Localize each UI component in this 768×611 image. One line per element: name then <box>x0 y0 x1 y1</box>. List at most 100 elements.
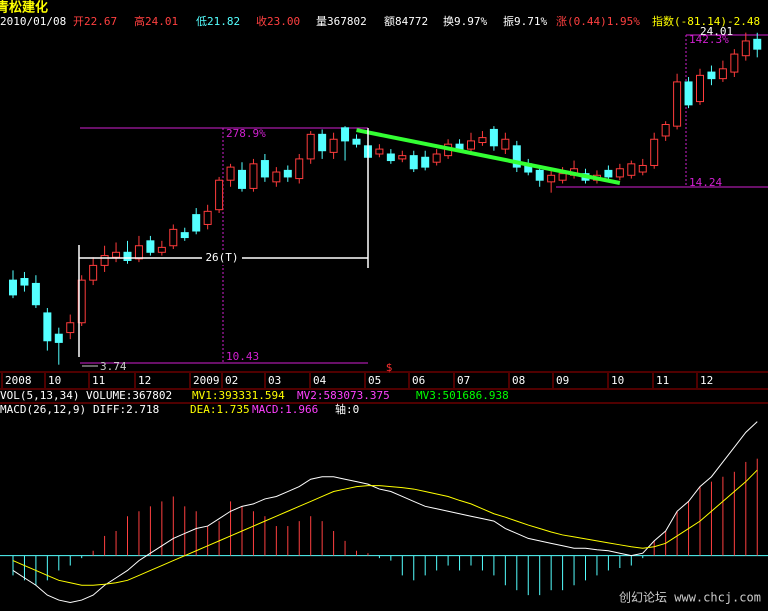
amplitude: 振9.71% <box>503 14 547 28</box>
close: 收23.00 <box>256 14 300 28</box>
x-tick-label: 11 <box>92 374 105 387</box>
volume-legend: MV1:393331.594 <box>192 389 285 402</box>
x-tick-label: 10 <box>611 374 624 387</box>
volume-legend: MV2:583073.375 <box>297 389 390 402</box>
candle-body <box>306 133 315 160</box>
volume-legend: MV3:501686.938 <box>416 389 509 402</box>
candle-body <box>730 53 739 73</box>
x-tick-label: 07 <box>457 374 470 387</box>
x-tick-label: 08 <box>512 374 525 387</box>
price-panel: 278.9% 10.43 26(T) 3.74 142.3%24.01 14.24 $200… <box>1 25 768 388</box>
candle-body <box>260 160 269 178</box>
candle-body <box>89 264 98 281</box>
watermark: 创幻论坛 www.chcj.com <box>619 591 761 605</box>
candle-body <box>66 322 75 334</box>
candle-body <box>123 251 132 261</box>
annotation: 10.43 <box>226 350 259 363</box>
candle-body <box>9 279 17 296</box>
label-bg <box>202 251 242 265</box>
candle-body <box>295 158 304 180</box>
annotation: 26(T) <box>205 251 238 264</box>
candle-body <box>673 81 682 127</box>
header: 青松建化 2010/01/08 开22.67 高24.01 低21.82 收23… <box>0 0 760 28</box>
candle-body <box>707 71 716 80</box>
x-tick-label: 12 <box>138 374 151 387</box>
candle-body <box>386 153 395 162</box>
amount: 额84772 <box>384 15 428 28</box>
candle-body <box>638 164 647 173</box>
stock-name: 青松建化 <box>0 0 48 16</box>
candle-body <box>20 278 29 286</box>
candle-body <box>352 138 361 145</box>
annotation: 142.3% <box>689 33 729 46</box>
index: 指数(-81.14)-2.48 <box>652 14 760 28</box>
candle-body <box>535 169 544 181</box>
candle-body <box>650 138 659 166</box>
candle-body <box>341 127 350 142</box>
candle-body <box>604 169 613 178</box>
volume-legend: VOLUME:367802 <box>86 389 172 402</box>
candle-body <box>467 140 475 150</box>
high: 高24.01 <box>134 14 178 28</box>
candle-body <box>409 155 418 170</box>
change: 涨(0.44)1.95% <box>556 15 640 28</box>
candle-body <box>684 81 693 106</box>
candle-body <box>512 145 521 168</box>
candle-body <box>741 40 750 57</box>
candle-body <box>226 166 235 181</box>
x-tick-label: 04 <box>313 374 327 387</box>
macd-label: DIFF:2.718 <box>93 403 159 416</box>
candle-body <box>318 133 327 152</box>
low: 低21.82 <box>196 15 240 28</box>
candle-body <box>192 214 201 232</box>
candle-body <box>696 74 704 103</box>
candle-body <box>169 228 178 247</box>
candle-body <box>432 153 441 163</box>
candle-body <box>100 255 109 266</box>
turnover: 换9.97% <box>443 14 487 28</box>
candle-body <box>180 232 189 239</box>
candle-body <box>661 124 670 137</box>
macd-label: 轴:0 <box>335 402 359 416</box>
candle-body <box>215 179 224 211</box>
candle-body <box>112 251 121 258</box>
candle-body <box>31 282 40 306</box>
candle-body <box>718 68 727 80</box>
candle-body <box>375 148 384 155</box>
x-tick-label: 2009 <box>193 374 220 387</box>
candle-body <box>54 333 63 343</box>
annotation: 3.74 <box>100 360 127 373</box>
annotation: 14.24 <box>689 176 722 189</box>
candle-body <box>547 174 556 183</box>
macd-line <box>12 421 758 604</box>
candle-body <box>489 128 498 147</box>
volume-legend: VOL(5,13,34) <box>0 389 79 402</box>
candle-body <box>77 279 86 324</box>
candle-body <box>283 169 292 178</box>
x-tick-label: 2008 <box>5 374 32 387</box>
candle-body <box>146 240 155 253</box>
candle-body <box>203 210 212 225</box>
candle-body <box>157 246 166 253</box>
annotation: 278.9% <box>226 127 266 140</box>
x-tick-label: 05 <box>368 374 381 387</box>
candle-body <box>627 163 636 176</box>
candle-body <box>558 173 567 181</box>
x-tick-label: 09 <box>556 374 569 387</box>
macd-panel: VOL(5,13,34) VOLUME:367802 MV1:393331.594 M… <box>0 389 768 604</box>
candle-body <box>238 169 246 189</box>
candle-body <box>615 168 624 178</box>
candle-body <box>249 163 258 189</box>
trendline <box>356 128 621 185</box>
date: 2010/01/08 <box>0 15 66 28</box>
x-tick-label: 02 <box>225 374 238 387</box>
macd-label: DEA:1.735 <box>190 403 250 416</box>
candle-body <box>398 155 407 160</box>
x-tick-label: 10 <box>48 374 61 387</box>
macd-title: MACD(26,12,9) <box>0 403 86 416</box>
macd-line <box>12 469 758 586</box>
x-tick-label: 06 <box>412 374 425 387</box>
annotation: 24.01 <box>700 25 733 38</box>
